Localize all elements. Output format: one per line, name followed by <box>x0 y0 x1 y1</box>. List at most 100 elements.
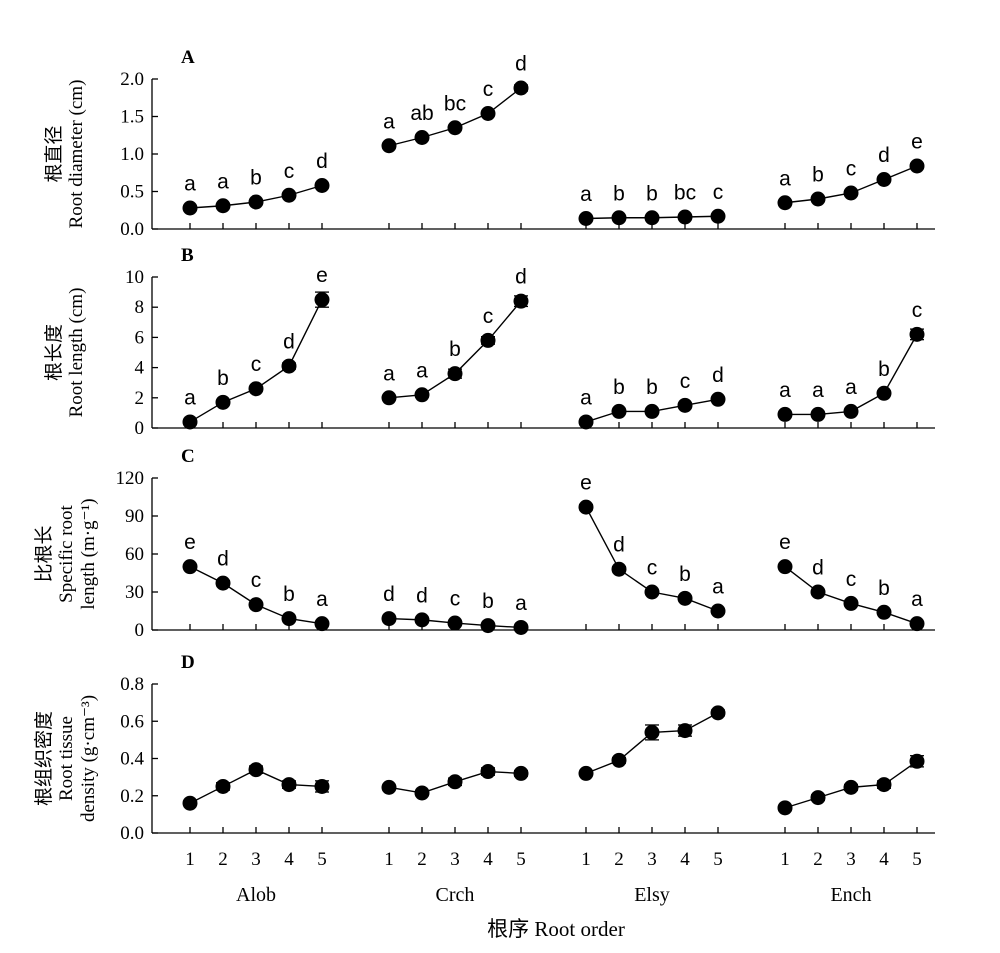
y-axis-label: 根组织密度 <box>33 711 55 806</box>
significance-letter: b <box>878 577 890 600</box>
significance-letter: a <box>383 110 395 133</box>
data-point <box>843 185 859 201</box>
y-tick-label: 90 <box>125 506 144 527</box>
significance-letter: c <box>483 305 494 328</box>
series-Elsy: a b b bc c <box>578 181 726 226</box>
significance-letter: c <box>846 158 857 181</box>
significance-letter: d <box>416 584 428 607</box>
panel-label: D <box>181 652 195 673</box>
x-tick-label: 2 <box>614 849 624 870</box>
data-point <box>644 403 660 419</box>
data-point <box>281 777 297 793</box>
x-tick-label: 3 <box>647 849 657 870</box>
x-axis-label: 根序 Root order <box>487 917 625 941</box>
significance-letter: b <box>217 367 229 390</box>
significance-letter: e <box>316 264 328 287</box>
significance-letter: d <box>712 364 724 387</box>
panel-label: A <box>181 47 195 68</box>
y-tick-label: 6 <box>135 327 145 348</box>
data-point <box>281 187 297 203</box>
series-Ench: a b cde <box>777 131 925 211</box>
data-point <box>677 723 693 739</box>
significance-letter: a <box>712 576 724 599</box>
x-tick-label: 5 <box>516 849 526 870</box>
data-point <box>578 414 594 430</box>
data-point <box>909 158 925 174</box>
series-Ench <box>777 753 925 816</box>
x-tick-label: 2 <box>218 849 228 870</box>
data-point <box>314 292 330 308</box>
data-point <box>447 366 463 382</box>
group-label: Alob <box>236 884 276 906</box>
data-point <box>248 762 264 778</box>
data-point <box>513 619 529 635</box>
data-point <box>611 561 627 577</box>
significance-letter: b <box>679 563 691 586</box>
series-Alob <box>182 762 330 811</box>
data-point <box>578 765 594 781</box>
significance-letter: e <box>184 531 196 554</box>
data-point <box>381 138 397 154</box>
data-point <box>677 209 693 225</box>
data-point <box>414 785 430 801</box>
x-tick-label: 2 <box>417 849 427 870</box>
data-point <box>810 191 826 207</box>
x-tick-label: 4 <box>284 849 294 870</box>
significance-letter: e <box>779 531 791 554</box>
significance-letter: a <box>217 170 229 193</box>
y-axis-label: density (g·cm⁻³) <box>78 695 99 822</box>
significance-letter: a <box>779 167 791 190</box>
data-point <box>777 406 793 422</box>
x-tick-label: 1 <box>384 849 394 870</box>
significance-letter: a <box>845 376 857 399</box>
data-point <box>182 200 198 216</box>
significance-letter: bc <box>674 182 696 205</box>
data-point <box>447 615 463 631</box>
significance-letter: d <box>515 266 527 289</box>
series-Ench: ed c b a <box>777 531 925 632</box>
significance-letter: b <box>646 376 658 399</box>
significance-letter: a <box>779 379 791 402</box>
y-tick-label: 0 <box>135 418 145 439</box>
data-point <box>710 603 726 619</box>
y-tick-label: 2 <box>135 388 145 409</box>
x-tick-label: 1 <box>185 849 195 870</box>
data-point <box>447 774 463 790</box>
y-tick-label: 0 <box>135 620 145 641</box>
data-point <box>414 130 430 145</box>
significance-letter: b <box>812 164 824 187</box>
significance-letter: d <box>515 53 527 76</box>
data-point <box>381 611 397 627</box>
y-tick-label: 0.8 <box>120 674 144 695</box>
data-point <box>281 358 297 374</box>
data-point <box>281 611 297 627</box>
y-tick-label: 30 <box>125 582 144 603</box>
data-point <box>677 397 693 413</box>
significance-letter: e <box>580 472 592 495</box>
data-point <box>909 753 925 769</box>
series-Elsy <box>578 705 726 781</box>
data-point <box>381 390 397 406</box>
data-point <box>480 618 496 634</box>
significance-letter: c <box>450 588 461 611</box>
significance-letter: c <box>912 299 923 322</box>
data-point <box>810 790 826 806</box>
data-point <box>876 604 892 620</box>
y-tick-label: 0.4 <box>120 749 144 770</box>
x-tick-label: 5 <box>317 849 327 870</box>
x-tick-label: 4 <box>879 849 889 870</box>
significance-letter: a <box>184 173 196 196</box>
y-tick-label: 8 <box>135 297 145 318</box>
y-tick-label: 1.0 <box>120 144 144 165</box>
x-tick-label: 3 <box>450 849 460 870</box>
significance-letter: a <box>911 588 923 611</box>
data-point <box>314 178 330 193</box>
series-line <box>585 712 719 775</box>
y-axis-label: Root diameter (cm) <box>66 80 87 229</box>
x-tick-label: 1 <box>780 849 790 870</box>
significance-letter: d <box>283 331 295 354</box>
